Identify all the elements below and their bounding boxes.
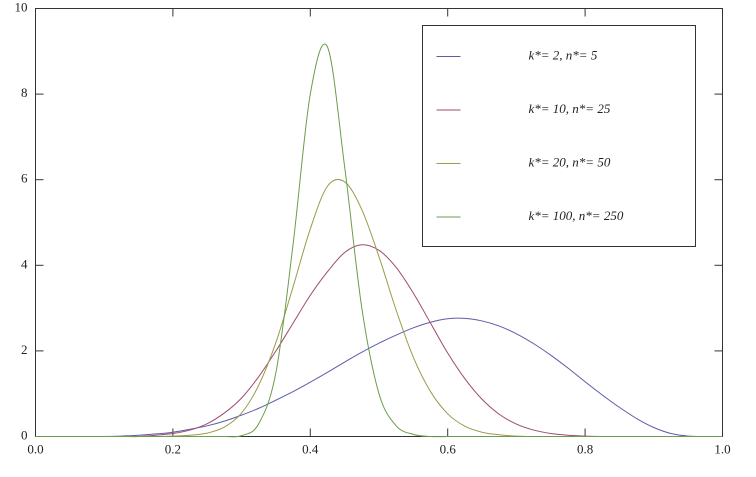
y-tick-label: 2 [21, 342, 28, 357]
plot-frame [35, 8, 723, 437]
legend-box [422, 25, 696, 247]
y-tick-label: 0 [21, 427, 28, 442]
x-tick-label: 0.2 [165, 441, 181, 456]
y-tick-label: 4 [21, 256, 28, 271]
legend-label: k*= 10, n*= 25 [529, 101, 611, 116]
series-line [35, 317, 723, 438]
x-tick-label: 0.8 [577, 441, 593, 456]
legend-label: k*= 2, n*= 5 [529, 47, 598, 62]
x-tick-label: 0.6 [440, 441, 457, 456]
series-line [35, 43, 723, 438]
y-tick-label: 6 [21, 171, 28, 186]
x-tick-label: 0.4 [302, 441, 319, 456]
legend-label: k*= 100, n*= 250 [529, 208, 624, 223]
legend-label: k*= 20, n*= 50 [529, 154, 611, 169]
x-tick-label: 0.0 [27, 441, 43, 456]
y-tick-label: 8 [21, 85, 28, 100]
x-tick-label: 1.0 [714, 441, 730, 456]
y-tick-label: 10 [15, 0, 28, 14]
